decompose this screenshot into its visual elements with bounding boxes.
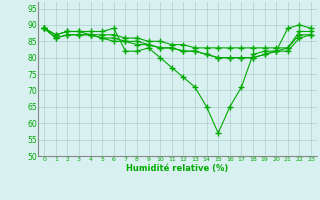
X-axis label: Humidité relative (%): Humidité relative (%)	[126, 164, 229, 173]
